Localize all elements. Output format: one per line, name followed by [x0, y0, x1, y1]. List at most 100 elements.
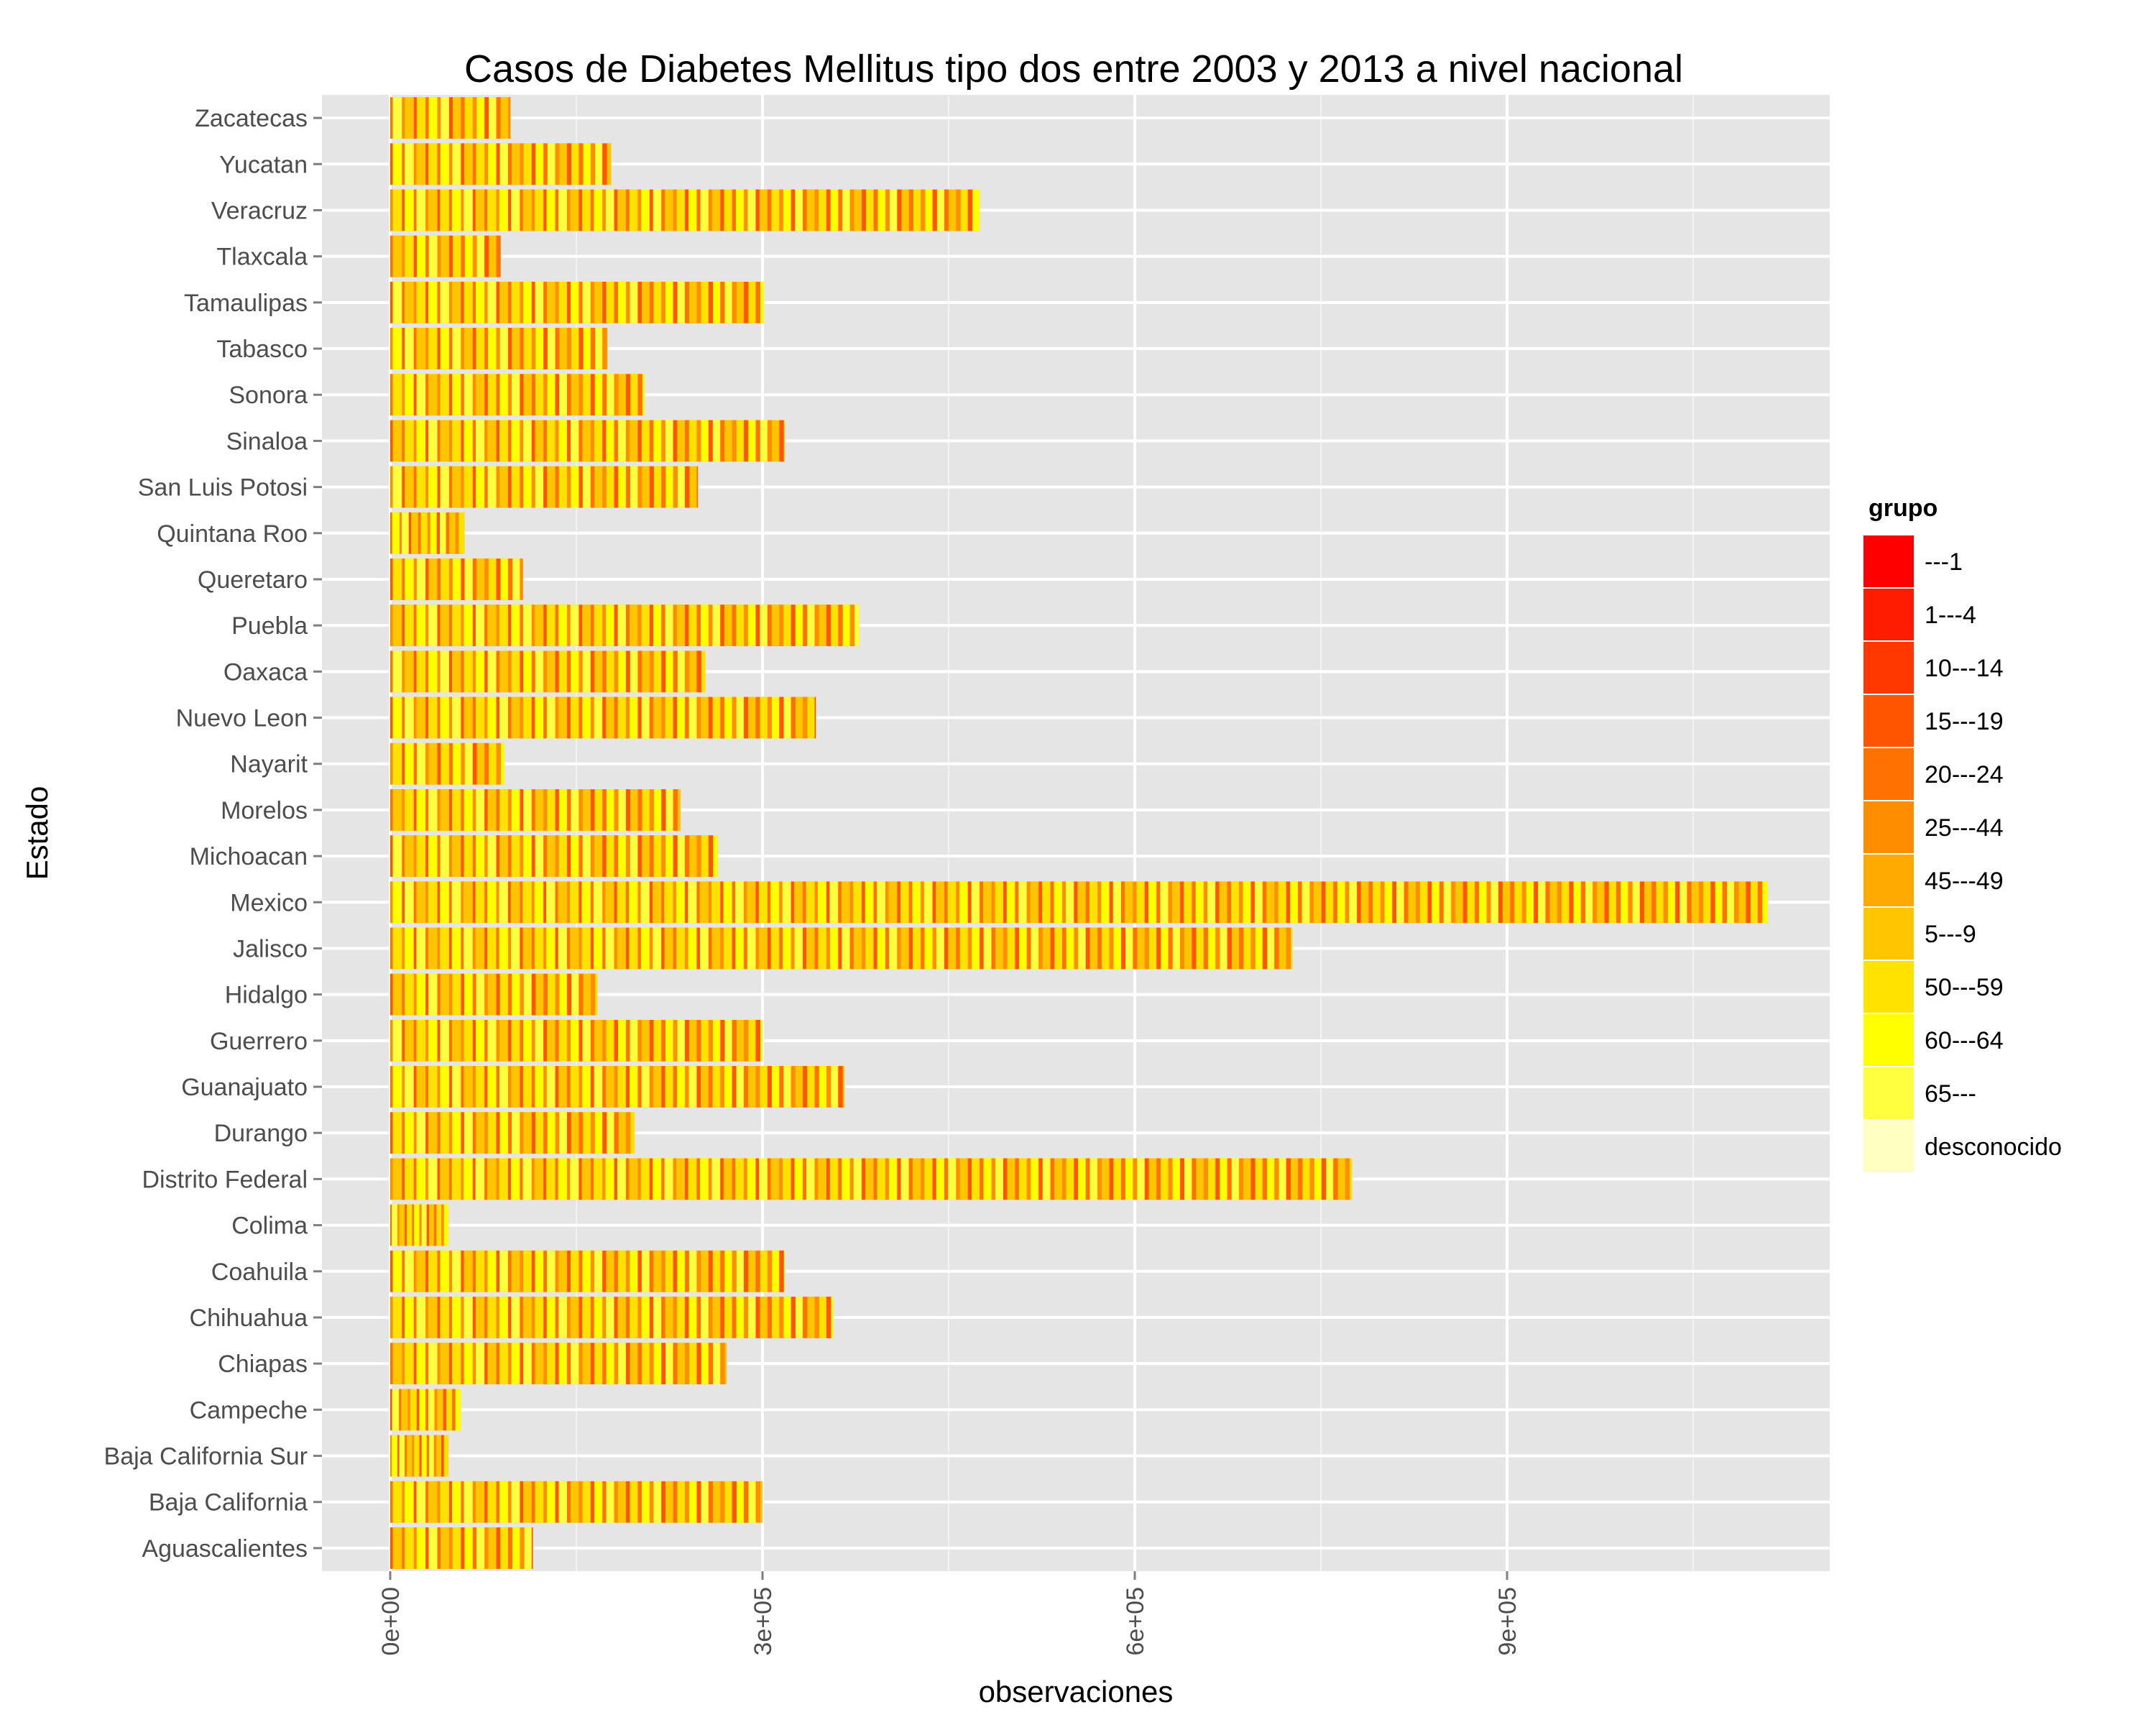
bar-segment: [665, 650, 673, 693]
bar-segment: [685, 1158, 688, 1200]
bar-segment: [772, 1297, 780, 1338]
bar-segment: [535, 789, 544, 831]
bar-segment: [428, 789, 438, 831]
bar-segment: [475, 696, 485, 739]
bar-segment: [732, 1481, 737, 1523]
bar-segment: [661, 835, 666, 877]
bar-segment: [708, 189, 713, 231]
bar-segment: [783, 1066, 791, 1108]
bar-segment: [558, 420, 568, 462]
bar-segment: [594, 1066, 603, 1108]
bar-segment: [758, 881, 768, 924]
bar-segment: [626, 927, 630, 970]
bar-segment: [744, 1158, 747, 1200]
bar-segment: [760, 281, 764, 323]
bar-segment: [606, 835, 614, 877]
bar-segment: [419, 1204, 422, 1246]
bar-segment: [487, 1019, 497, 1062]
bar-segment: [413, 789, 417, 831]
bar-segment: [546, 1158, 556, 1200]
bar-segment: [1136, 881, 1145, 924]
bar-segment: [744, 420, 749, 462]
bar-segment: [607, 143, 612, 185]
bar-segment: [720, 1158, 724, 1200]
bar-segment: [1274, 1158, 1279, 1200]
bar-segment: [995, 927, 1003, 970]
bar-segment: [673, 420, 678, 462]
bar-segment: [747, 881, 756, 924]
bar-segment: [425, 1112, 429, 1154]
bar-distrito-federal: [390, 1158, 1353, 1200]
bar-segment: [732, 189, 737, 231]
bar-segment: [437, 328, 441, 369]
bar-segment: [546, 1297, 556, 1338]
bar-segment: [464, 1066, 473, 1108]
bar-segment: [487, 374, 497, 416]
bar-segment: [1085, 881, 1089, 924]
bar-segment: [428, 1019, 438, 1062]
bar-segment: [579, 1019, 583, 1062]
bar-segment: [948, 1158, 957, 1200]
bar-segment: [661, 1158, 665, 1200]
bar-segment: [838, 1066, 843, 1108]
bar-segment: [555, 374, 560, 416]
bar-segment: [448, 143, 453, 185]
bar-segment: [405, 789, 414, 831]
bar-segment: [523, 328, 532, 369]
bar-segment: [496, 650, 500, 693]
bar-segment: [543, 927, 547, 970]
bar-segment: [665, 835, 673, 877]
bar-segment: [522, 1066, 532, 1108]
bar-segment: [1148, 1158, 1157, 1200]
bar-segment: [582, 466, 591, 508]
bar-segment: [416, 143, 426, 185]
bar-segment: [665, 281, 673, 323]
bar-segment: [531, 973, 536, 1016]
bar-segment: [543, 420, 547, 462]
bar-segment: [759, 189, 768, 231]
bar-segment: [641, 1250, 650, 1292]
bar-segment: [425, 97, 429, 139]
bar-segment: [1593, 881, 1598, 924]
bar-segment: [508, 420, 512, 462]
bar-segment: [546, 1250, 556, 1292]
bar-segment: [606, 696, 614, 739]
bar-segment: [487, 1297, 497, 1338]
bar-segment: [932, 927, 936, 970]
bar-segment: [390, 328, 393, 369]
bar-segment: [512, 143, 520, 185]
bar-segment: [654, 789, 662, 831]
bar-segment: [496, 1481, 500, 1523]
bar-segment: [724, 281, 732, 323]
bar-segment: [626, 1343, 630, 1385]
bar-segment: [461, 650, 464, 693]
bar-segment: [476, 143, 485, 185]
bar-segment: [748, 1250, 756, 1292]
bar-segment: [543, 835, 548, 877]
bar-segment: [484, 927, 488, 970]
bar-segment: [520, 328, 524, 369]
bar-segment: [1644, 881, 1652, 924]
bar-segment: [511, 1343, 520, 1385]
bar-segment: [593, 881, 603, 924]
bar-segment: [534, 927, 544, 970]
bar-segment: [472, 189, 476, 231]
bar-segment: [1274, 927, 1279, 970]
bar-segment: [499, 143, 509, 185]
y-tick-label: Tlaxcala: [216, 244, 308, 271]
bar-segment: [484, 789, 488, 831]
legend-key: [1862, 960, 1915, 1014]
bar-segment: [732, 281, 737, 323]
bar-segment: [696, 696, 701, 739]
bar-segment: [437, 143, 441, 185]
bar-segment: [440, 1158, 449, 1200]
legend-key: [1862, 587, 1915, 642]
bar-segment: [392, 789, 402, 831]
bar-segment: [472, 235, 477, 277]
bar-oaxaca: [390, 650, 706, 693]
bar-segment: [755, 1158, 760, 1200]
bar-segment: [649, 1250, 654, 1292]
bar-segment: [708, 1158, 712, 1200]
bar-segment: [496, 328, 500, 369]
bar-segment: [1396, 881, 1404, 924]
